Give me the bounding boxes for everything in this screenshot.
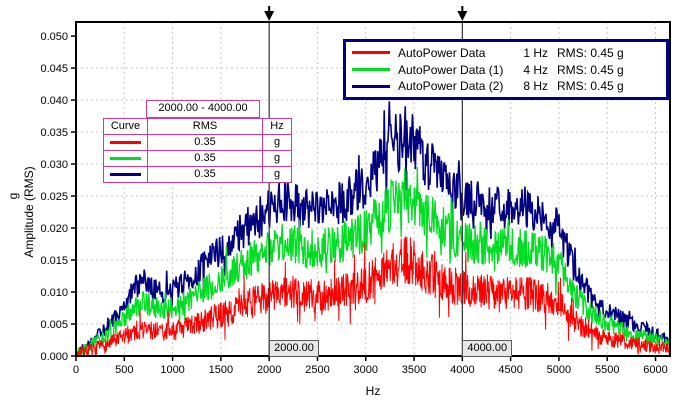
series-blue-curve[interactable] [75, 101, 671, 356]
y-axis-title: Amplitude (RMS) [22, 166, 36, 258]
cursor-value-label[interactable]: 4000.00 [462, 340, 513, 357]
y-tick-label: 0.015 [40, 255, 68, 267]
y-tick-label: 0.035 [40, 127, 68, 139]
legend-line-swatch-icon [352, 51, 390, 55]
x-tick-label: 1500 [209, 364, 233, 376]
legend-series-rms: RMS: 0.45 g [557, 45, 624, 60]
y-tick-label: 0.020 [40, 223, 68, 235]
x-tick-label: 3000 [354, 364, 378, 376]
curve-line-swatch-icon [110, 141, 141, 144]
y-tick-label: 0.025 [40, 191, 68, 203]
x-tick-label: 2000 [257, 364, 281, 376]
legend-series-name: AutoPower Data (2) [398, 79, 504, 94]
band-table-rms-cell: 0.35 [148, 151, 262, 166]
curve-line-swatch-icon [110, 173, 141, 176]
cursor-flag-stem[interactable] [268, 6, 271, 12]
cursor-flag-icon[interactable] [264, 11, 275, 21]
legend-series-rms: RMS: 0.45 g [557, 79, 624, 94]
y-tick-label: 0.010 [40, 287, 68, 299]
band-table-curve-cell [104, 167, 147, 182]
legend[interactable]: AutoPower Data 1 Hz RMS: 0.45 g AutoPowe… [343, 39, 669, 100]
y-tick-label: 0.030 [40, 159, 68, 171]
y-tick-label: 0.005 [40, 319, 68, 331]
legend-line-swatch-icon [352, 68, 390, 71]
cursor-value-label[interactable]: 2000.00 [269, 340, 319, 357]
legend-series-name: AutoPower Data [398, 45, 486, 60]
band-table-curve-cell [104, 151, 147, 166]
x-tick-label: 5000 [547, 364, 571, 376]
x-tick-label: 4500 [498, 364, 522, 376]
y-tick-label: 0.050 [40, 31, 68, 43]
legend-item[interactable]: AutoPower Data (2) 8 Hz RMS: 0.45 g [352, 79, 660, 93]
x-tick-label: 1000 [160, 364, 184, 376]
y-tick-label: 0.045 [40, 63, 68, 75]
x-tick-label: 5500 [595, 364, 619, 376]
band-table-col-header: Curve [104, 119, 147, 134]
legend-series-resolution: 1 Hz [523, 45, 548, 60]
cursor-flag-stem[interactable] [461, 6, 464, 12]
x-tick-label: 6000 [643, 364, 667, 376]
legend-series-rms: RMS: 0.45 g [557, 62, 624, 77]
legend-series-name: AutoPower Data (1) [398, 62, 504, 77]
legend-line-swatch-icon [352, 84, 390, 88]
legend-series-resolution: 8 Hz [523, 79, 548, 94]
y-axis-units-label: g [6, 192, 20, 200]
x-tick-label: 2500 [305, 364, 329, 376]
band-table-grid: Curve RMS Hz 0.35 g 0.35 g 0.35 g [103, 118, 292, 183]
band-table-rms-cell: 0.35 [148, 167, 262, 182]
plot-frame [75, 21, 671, 357]
y-tick-label: 0.000 [40, 351, 68, 363]
y-tick-label: 0.040 [40, 95, 68, 107]
band-table-col-header: RMS [148, 119, 262, 134]
legend-series-resolution: 4 Hz [523, 62, 548, 77]
legend-item[interactable]: AutoPower Data 1 Hz RMS: 0.45 g [352, 46, 660, 60]
band-table-unit-cell: g [263, 167, 291, 182]
band-table-rms-cell: 0.35 [148, 135, 262, 150]
band-table-unit-cell: g [263, 135, 291, 150]
x-tick-label: 0 [73, 364, 79, 376]
x-axis-title: Hz [365, 384, 381, 398]
band-range-header: 2000.00 - 4000.00 [146, 100, 260, 118]
band-table-unit-cell: g [263, 151, 291, 166]
band-table-curve-cell [104, 135, 147, 150]
x-tick-label: 3500 [402, 364, 426, 376]
series-red-curve[interactable] [75, 236, 671, 356]
curve-line-swatch-icon [110, 157, 141, 160]
legend-item[interactable]: AutoPower Data (1) 4 Hz RMS: 0.45 g [352, 63, 660, 77]
band-rms-table[interactable]: 2000.00 - 4000.00 Curve RMS Hz 0.35 g 0.… [103, 100, 292, 183]
series-green-curve[interactable] [75, 166, 671, 356]
x-tick-label: 4000 [450, 364, 474, 376]
band-table-col-header: Hz [263, 119, 291, 134]
cursor-flag-icon[interactable] [457, 11, 468, 21]
x-tick-label: 500 [115, 364, 133, 376]
